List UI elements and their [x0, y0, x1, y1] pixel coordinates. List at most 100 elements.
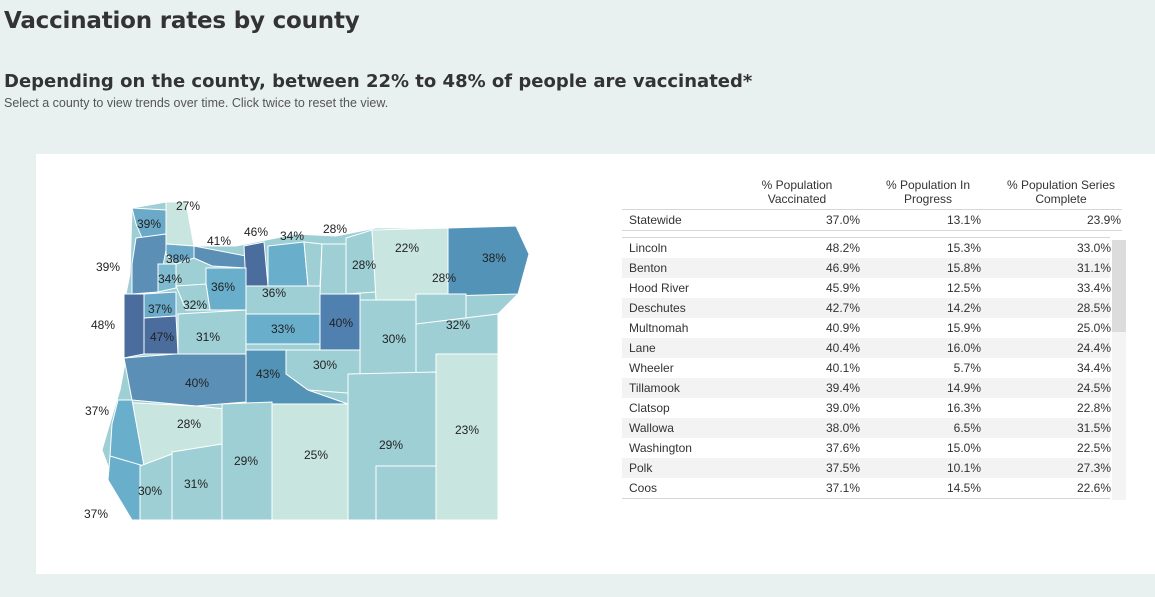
county-percent-label: 33%: [271, 322, 295, 336]
header-vaccinated[interactable]: % Population Vaccinated: [761, 178, 833, 206]
row-vaccinated: 46.9%: [825, 261, 860, 275]
table-row[interactable]: Multnomah 40.9% 15.9% 25.0%: [622, 318, 1111, 338]
row-complete: 34.4%: [1076, 361, 1111, 375]
table-row[interactable]: Lane 40.4% 16.0% 24.4%: [622, 338, 1111, 358]
row-vaccinated: 37.5%: [825, 461, 860, 475]
row-vaccinated: 40.4%: [825, 341, 860, 355]
county-percent-label: 34%: [280, 229, 304, 243]
county-percent-label: 30%: [138, 484, 162, 498]
row-name: Multnomah: [629, 321, 689, 335]
row-name: Hood River: [629, 281, 690, 295]
row-name: Wallowa: [629, 421, 674, 435]
county-percent-label: 31%: [184, 477, 208, 491]
row-complete: 22.6%: [1076, 481, 1111, 495]
table-row[interactable]: Clatsop 39.0% 16.3% 22.8%: [622, 398, 1111, 418]
county-hood-river[interactable]: [243, 241, 269, 287]
county-curry[interactable]: [107, 455, 145, 521]
table-row[interactable]: Wheeler 40.1% 5.7% 34.4%: [622, 358, 1111, 378]
row-complete: 24.4%: [1076, 341, 1111, 355]
county-percent-label: 40%: [329, 316, 353, 330]
row-name: Lane: [629, 341, 656, 355]
table-row[interactable]: Tillamook 39.4% 14.9% 24.5%: [622, 378, 1111, 398]
county-marion[interactable]: [175, 283, 211, 311]
row-vaccinated: 39.0%: [825, 401, 860, 415]
county-percent-label: 37%: [148, 302, 172, 316]
table-row[interactable]: Polk 37.5% 10.1% 27.3%: [622, 458, 1111, 478]
county-gilliam[interactable]: [319, 243, 347, 295]
table-row[interactable]: Lincoln 48.2% 15.3% 33.0%: [622, 238, 1111, 258]
table-row[interactable]: Coos 37.1% 14.5% 22.6%: [622, 478, 1111, 498]
row-vaccinated: 40.1%: [825, 361, 860, 375]
row-in-progress: 15.0%: [946, 441, 981, 455]
county-percent-label: 48%: [91, 318, 115, 332]
county-malheur[interactable]: [435, 353, 499, 521]
county-percent-label: 28%: [323, 222, 347, 236]
county-percent-label: 40%: [185, 376, 209, 390]
table-row[interactable]: Hood River 45.9% 12.5% 33.4%: [622, 278, 1111, 298]
dashboard-panel: 27% 39% 41% 46% 34% 28% 22% 39% 38% 38% 28% 34% 36% 3…: [36, 154, 1155, 574]
row-in-progress: 15.9%: [946, 321, 981, 335]
row-complete: 33.4%: [1076, 281, 1111, 295]
county-wasco[interactable]: [267, 241, 309, 287]
county-wallowa[interactable]: [447, 225, 530, 297]
county-yamhill[interactable]: [157, 263, 177, 293]
table-row[interactable]: Benton 46.9% 15.8% 31.1%: [622, 258, 1111, 278]
county-percent-label: 43%: [256, 367, 280, 381]
county-percent-label: 30%: [382, 332, 406, 346]
row-in-progress: 16.3%: [946, 401, 981, 415]
county-percent-label: 41%: [207, 234, 231, 248]
row-in-progress: 14.5%: [946, 481, 981, 495]
row-in-progress: 14.9%: [946, 381, 981, 395]
county-percent-label: 31%: [196, 330, 220, 344]
row-complete: 28.5%: [1076, 301, 1111, 315]
table-scrollbar[interactable]: [1112, 240, 1126, 500]
row-vaccinated: 42.7%: [825, 301, 860, 315]
row-vaccinated: 40.9%: [825, 321, 860, 335]
page-subtitle: Depending on the county, between 22% to …: [4, 71, 753, 92]
county-clackamas[interactable]: [205, 267, 247, 311]
row-in-progress: 15.3%: [946, 241, 981, 255]
row-in-progress: 6.5%: [953, 421, 981, 435]
row-vaccinated: 39.4%: [825, 381, 860, 395]
county-percent-label: 29%: [379, 438, 403, 452]
oregon-county-map[interactable]: 27% 39% 41% 46% 34% 28% 22% 39% 38% 38% 28% 34% 36% 3…: [36, 154, 596, 574]
county-percent-label: 39%: [137, 217, 161, 231]
scrollbar-thumb[interactable]: [1112, 240, 1126, 332]
header-series-complete[interactable]: % Population Series Complete: [1006, 178, 1116, 206]
header-in-progress[interactable]: % Population In Progress: [885, 178, 971, 206]
row-vaccinated: 37.1%: [825, 481, 860, 495]
row-in-progress: 15.8%: [946, 261, 981, 275]
table-row[interactable]: Washington 37.6% 15.0% 22.5%: [622, 438, 1111, 458]
row-name: Coos: [629, 481, 658, 495]
county-percent-label: 36%: [262, 286, 286, 300]
row-name: Clatsop: [629, 401, 670, 415]
row-vaccinated: 48.2%: [825, 241, 860, 255]
county-multnomah[interactable]: [193, 245, 247, 269]
county-washington[interactable]: [165, 243, 195, 265]
county-lincoln[interactable]: [123, 293, 145, 359]
county-percent-label: 25%: [304, 448, 328, 462]
county-percent-label: 22%: [395, 241, 419, 255]
county-percent-label: 30%: [313, 358, 337, 372]
row-vaccinated: 45.9%: [825, 281, 860, 295]
row-in-progress: 12.5%: [946, 281, 981, 295]
table-row[interactable]: Wallowa 38.0% 6.5% 31.5%: [622, 418, 1111, 438]
row-complete: 25.0%: [1076, 321, 1111, 335]
county-umatilla[interactable]: [371, 227, 449, 301]
county-rows: Lincoln 48.2% 15.3% 33.0% Benton 46.9% 15.8% 31…: [622, 237, 1111, 499]
row-complete: 27.3%: [1076, 461, 1111, 475]
row-name: Tillamook: [629, 381, 680, 395]
statewide-row[interactable]: Statewide 37.0% 13.1% 23.9%: [622, 209, 1122, 231]
county-percent-label: 32%: [446, 318, 470, 332]
county-percent-label: 34%: [158, 272, 182, 286]
county-percent-label: 37%: [84, 507, 108, 521]
county-percent-label: 38%: [482, 251, 506, 265]
county-lake[interactable]: [271, 403, 349, 521]
county-percent-label: 36%: [211, 280, 235, 294]
county-percent-label: 39%: [96, 260, 120, 274]
table-row[interactable]: Deschutes 42.7% 14.2% 28.5%: [622, 298, 1111, 318]
row-complete: 22.5%: [1076, 441, 1111, 455]
table-header: % Population Vaccinated % Population In …: [622, 174, 1122, 208]
row-vaccinated: 37.0%: [825, 213, 860, 227]
county-table: % Population Vaccinated % Population In …: [622, 174, 1126, 500]
